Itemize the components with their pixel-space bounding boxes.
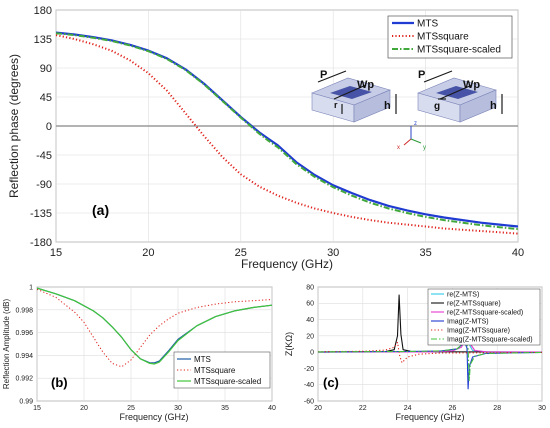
x-tick-label: 30 — [327, 247, 339, 259]
label-wp-2: Wp — [463, 79, 480, 91]
y-tick-label: 90 — [40, 63, 52, 75]
legend-label: re(Z-MTSsquare-scaled) — [447, 309, 523, 316]
label-g: g — [434, 101, 440, 112]
series-line-6 — [318, 341, 542, 382]
legend-label: Imag(Z-MTSsquare) — [447, 327, 510, 334]
x-tick-label: 30 — [538, 405, 546, 412]
x-tick-label: 25 — [235, 247, 247, 259]
y-tick-label: 80 — [306, 284, 314, 291]
label-h-1: h — [384, 100, 391, 112]
x-tick-label: 20 — [80, 405, 88, 412]
y-tick-label: 0.996 — [15, 330, 33, 337]
legend-label: MTS — [194, 355, 211, 364]
axis-y-label: y — [423, 145, 426, 151]
y-axis-label-c: Z(KΩ) — [284, 332, 294, 356]
y-tick-label: -60 — [304, 398, 314, 405]
y-tick-label: -90 — [36, 179, 52, 191]
x-tick-label: 15 — [33, 405, 41, 412]
x-tick-label: 22 — [359, 405, 367, 412]
legend-b: MTS MTSsquare MTSsquare-scaled — [173, 351, 271, 389]
x-axis-label-b: Frequency (GHz) — [119, 412, 188, 422]
x-tick-label: 35 — [221, 405, 229, 412]
legend-label: MTSsquare — [194, 366, 236, 375]
y-ticks-c: -60 -40 -20 0 20 40 60 80 — [304, 284, 314, 405]
y-axis-label-b: Reflection Amplitude (dB) — [2, 299, 11, 390]
y-tick-label: -135 — [30, 208, 52, 220]
chart-panel-a: 15 20 25 30 35 40 -180 -135 -90 -45 0 45 90 135 180 F… — [7, 5, 524, 271]
x-ticks-c: 20 22 24 26 28 30 — [314, 405, 546, 412]
y-tick-label: 1 — [29, 284, 33, 291]
unit-cell-circular-slot: P Wp r h — [311, 69, 397, 123]
axis-x-label: x — [397, 145, 400, 151]
legend-label: MTSsquare-scaled — [194, 377, 261, 386]
y-tick-label: 45 — [40, 92, 52, 104]
y-tick-label: 20 — [306, 333, 314, 340]
x-tick-label: 25 — [127, 405, 135, 412]
label-r: r — [334, 100, 338, 110]
x-tick-label: 40 — [512, 247, 524, 259]
y-tick-label: 0.99 — [19, 398, 33, 405]
series-group-b — [37, 287, 272, 368]
x-tick-label: 35 — [419, 247, 431, 259]
x-tick-label: 40 — [268, 405, 276, 412]
y-tick-label: 0 — [46, 121, 52, 133]
x-tick-label: 15 — [50, 247, 62, 259]
y-tick-label: 0.998 — [15, 307, 33, 314]
y-ticks-b: 0.99 0.992 0.994 0.996 0.998 1 — [15, 284, 33, 405]
panel-label-b: (b) — [51, 375, 68, 390]
chart-panel-b: 15 20 25 30 35 40 0.99 0.992 0.994 0.996 0.998 1 F… — [2, 284, 276, 422]
y-tick-label: 135 — [34, 34, 52, 46]
legend-label: MTS — [417, 19, 438, 30]
y-tick-label: -40 — [304, 382, 314, 389]
series-line-3 — [37, 287, 272, 365]
y-ticks-a: -180 -135 -90 -45 0 45 90 135 180 — [30, 5, 52, 249]
label-p-1: P — [320, 69, 327, 81]
unit-cell-square-slot: P Wp g h — [417, 69, 503, 123]
y-tick-label: 60 — [306, 301, 314, 308]
y-tick-label: 0 — [310, 350, 314, 357]
legend-label: MTSsquare — [417, 32, 469, 43]
unit-cell-inset: P Wp r h P Wp g h — [311, 69, 503, 151]
y-tick-label: 0.992 — [15, 376, 33, 383]
y-tick-label: 0.994 — [15, 353, 33, 360]
series-line-2 — [56, 34, 518, 235]
axes-triad-icon: z x y — [397, 121, 426, 151]
y-tick-label: 180 — [34, 5, 52, 17]
y-tick-label: -20 — [304, 366, 314, 373]
label-h-2: h — [490, 100, 497, 112]
legend-label: MTSsquare-scaled — [417, 45, 501, 56]
y-tick-label: 40 — [306, 317, 314, 324]
legend-label: Imag(Z-MTSsquare-scaled) — [447, 336, 533, 343]
x-axis-label-a: Frequency (GHz) — [241, 257, 333, 271]
panel-label-c: (c) — [323, 375, 339, 390]
y-tick-label: -180 — [30, 237, 52, 249]
series-line-2 — [37, 288, 272, 368]
label-p-2: P — [418, 69, 425, 81]
chart-panel-c: 20 22 24 26 28 30 -60 -40 -20 0 20 40 60 80 Frequenc… — [284, 284, 546, 422]
legend-label: re(Z-MTSsquare) — [447, 300, 501, 307]
legend-c: re(Z-MTS) re(Z-MTSsquare) re(Z-MTSsquare-s… — [427, 288, 541, 346]
series-group-a — [56, 31, 518, 235]
x-ticks-b: 15 20 25 30 35 40 — [33, 405, 276, 412]
y-tick-label: -45 — [36, 150, 52, 162]
x-tick-label: 20 — [142, 247, 154, 259]
x-tick-label: 20 — [314, 405, 322, 412]
panel-label-a: (a) — [92, 202, 109, 218]
x-tick-label: 24 — [404, 405, 412, 412]
y-axis-label-a: Reflection phase (degrees) — [7, 54, 21, 198]
x-tick-label: 26 — [449, 405, 457, 412]
x-ticks-a: 15 20 25 30 35 40 — [50, 247, 524, 259]
axis-z-label: z — [414, 121, 417, 127]
series-line-3 — [56, 32, 518, 231]
x-axis-label-c: Frequency (GHz) — [395, 412, 464, 422]
x-tick-label: 30 — [174, 405, 182, 412]
legend-label: re(Z-MTS) — [447, 291, 479, 298]
label-wp-1: Wp — [357, 79, 374, 91]
legend-label: Imag(Z-MTS) — [447, 318, 489, 325]
legend-a: MTS MTSsquare MTSsquare-scaled — [387, 15, 513, 59]
x-tick-label: 28 — [493, 405, 501, 412]
